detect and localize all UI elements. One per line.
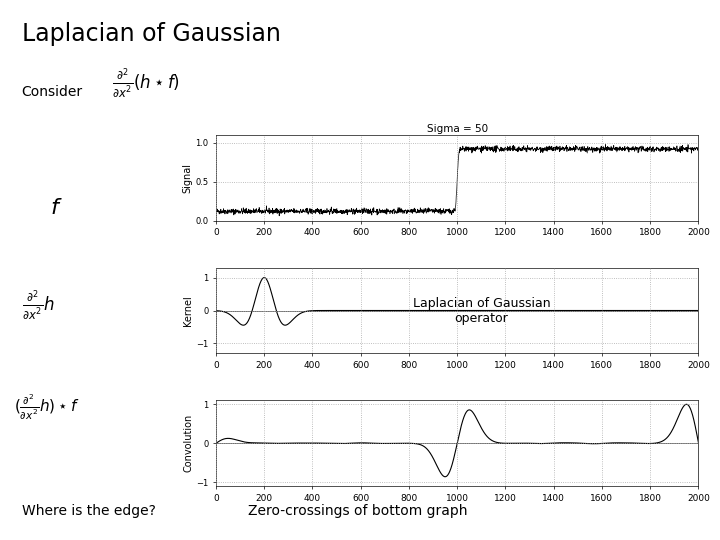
Y-axis label: Signal: Signal: [182, 163, 192, 193]
Y-axis label: Kernel: Kernel: [184, 295, 194, 326]
Text: Zero-crossings of bottom graph: Zero-crossings of bottom graph: [248, 504, 468, 518]
Text: Laplacian of Gaussian
operator: Laplacian of Gaussian operator: [413, 296, 550, 325]
Text: $(\frac{\partial^2}{\partial x^2}h) \star \mathit{f}$: $(\frac{\partial^2}{\partial x^2}h) \sta…: [14, 393, 80, 422]
Text: Where is the edge?: Where is the edge?: [22, 504, 156, 518]
Text: Consider: Consider: [22, 85, 83, 99]
Text: Laplacian of Gaussian: Laplacian of Gaussian: [22, 22, 281, 45]
Text: $\mathit{f}$: $\mathit{f}$: [50, 198, 63, 218]
Text: $\frac{\partial^2}{\partial x^2}(h \star f)$: $\frac{\partial^2}{\partial x^2}(h \star…: [112, 67, 179, 100]
Title: Sigma = 50: Sigma = 50: [427, 124, 487, 134]
Text: $\frac{\partial^2}{\partial x^2}h$: $\frac{\partial^2}{\partial x^2}h$: [22, 288, 54, 322]
Y-axis label: Convolution: Convolution: [184, 414, 194, 472]
